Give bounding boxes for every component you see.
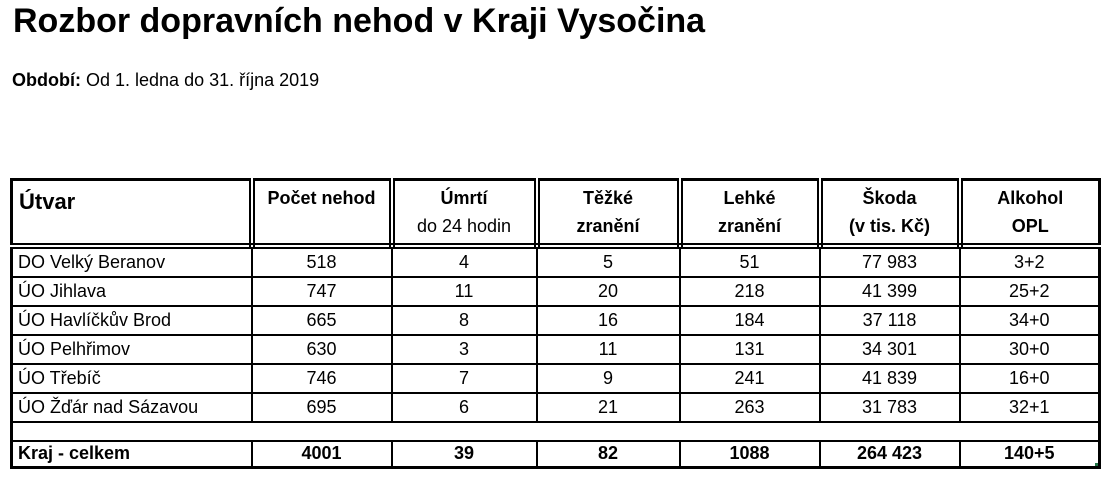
column-header-label: Počet nehod xyxy=(267,188,376,208)
cell-skoda[interactable]: 77 983 xyxy=(818,244,961,278)
column-header-sublabel: (v tis. Kč) xyxy=(848,215,931,236)
column-header-sublabel: OPL xyxy=(1011,215,1049,236)
total-cell-lehke[interactable]: 1088 xyxy=(678,439,821,469)
table-row: ÚO Pelhřimov 630 3 11 131 34 301 30+0 xyxy=(10,333,1101,365)
total-cell-pocet-nehod[interactable]: 4001 xyxy=(250,439,393,469)
cell-lehke[interactable]: 51 xyxy=(678,244,821,278)
total-cell-tezke[interactable]: 82 xyxy=(535,439,681,469)
cell-utvar[interactable]: ÚO Pelhřimov xyxy=(10,333,253,365)
cell-pocet-nehod[interactable]: 630 xyxy=(250,333,393,365)
total-row: Kraj - celkem 4001 39 82 1088 264 423 14… xyxy=(10,439,1101,469)
cell-alkohol[interactable]: 25+2 xyxy=(958,275,1101,307)
column-header-label: Úmrtí xyxy=(440,188,488,208)
total-cell-skoda[interactable]: 264 423 xyxy=(818,439,961,469)
cell-lehke[interactable]: 241 xyxy=(678,362,821,394)
fill-handle[interactable] xyxy=(1094,461,1098,466)
cell-lehke[interactable]: 131 xyxy=(678,333,821,365)
cell-umrti[interactable]: 6 xyxy=(390,391,538,423)
cell-tezke[interactable]: 16 xyxy=(535,304,681,336)
cell-alkohol[interactable]: 32+1 xyxy=(958,391,1101,423)
cell-tezke[interactable]: 9 xyxy=(535,362,681,394)
cell-pocet-nehod[interactable]: 518 xyxy=(250,244,393,278)
cell-alkohol[interactable]: 34+0 xyxy=(958,304,1101,336)
table-row: ÚO Havlíčkův Brod 665 8 16 184 37 118 34… xyxy=(10,304,1101,336)
cell-umrti[interactable]: 7 xyxy=(390,362,538,394)
cell-lehke[interactable]: 263 xyxy=(678,391,821,423)
cell-skoda[interactable]: 41 399 xyxy=(818,275,961,307)
table-row: ÚO Žďár nad Sázavou 695 6 21 263 31 783 … xyxy=(10,391,1101,423)
cell-skoda[interactable]: 31 783 xyxy=(818,391,961,423)
table-row: ÚO Jihlava 747 11 20 218 41 399 25+2 xyxy=(10,275,1101,307)
cell-pocet-nehod[interactable]: 746 xyxy=(250,362,393,394)
spacer-cell[interactable] xyxy=(11,420,1100,442)
cell-utvar[interactable]: ÚO Havlíčkův Brod xyxy=(10,304,253,336)
column-header-tezke-zraneni[interactable]: Těžké zranění xyxy=(536,179,683,249)
cell-skoda[interactable]: 37 118 xyxy=(818,304,961,336)
cell-tezke[interactable]: 20 xyxy=(535,275,681,307)
column-header-sublabel: zranění xyxy=(576,215,640,236)
cell-alkohol[interactable]: 30+0 xyxy=(958,333,1101,365)
column-header-label: Útvar xyxy=(19,189,76,214)
header-row: Útvar Počet nehod Úmrtí do 24 hodin Těžk… xyxy=(11,179,1100,249)
period-value: Od 1. ledna do 31. října 2019 xyxy=(86,70,320,90)
cell-tezke[interactable]: 11 xyxy=(535,333,681,365)
cell-skoda[interactable]: 41 839 xyxy=(818,362,961,394)
cell-utvar[interactable]: ÚO Třebíč xyxy=(10,362,253,394)
cell-pocet-nehod[interactable]: 665 xyxy=(250,304,393,336)
cell-utvar[interactable]: ÚO Jihlava xyxy=(10,275,253,307)
page-title: Rozbor dopravních nehod v Kraji Vysočina xyxy=(13,2,706,40)
accidents-table: Útvar Počet nehod Úmrtí do 24 hodin Těžk… xyxy=(10,178,1101,469)
cell-umrti[interactable]: 3 xyxy=(390,333,538,365)
column-header-sublabel: zranění xyxy=(717,215,782,236)
column-header-pocet-nehod[interactable]: Počet nehod xyxy=(251,179,395,249)
table-row: ÚO Třebíč 746 7 9 241 41 839 16+0 xyxy=(10,362,1101,394)
cell-lehke[interactable]: 218 xyxy=(678,275,821,307)
spacer-row xyxy=(11,420,1100,442)
column-header-label: Těžké xyxy=(582,188,634,208)
column-header-label: Lehké xyxy=(723,188,776,208)
selected-cell-alkohol-total[interactable]: 140+5 xyxy=(958,439,1101,469)
cell-pocet-nehod[interactable]: 747 xyxy=(250,275,393,307)
cell-umrti[interactable]: 8 xyxy=(390,304,538,336)
column-header-sublabel: do 24 hodin xyxy=(416,215,512,236)
cell-utvar[interactable]: ÚO Žďár nad Sázavou xyxy=(10,391,253,423)
cell-skoda[interactable]: 34 301 xyxy=(818,333,961,365)
total-cell-utvar[interactable]: Kraj - celkem xyxy=(10,439,253,469)
cell-tezke[interactable]: 21 xyxy=(535,391,681,423)
total-cell-value: 140+5 xyxy=(1003,443,1055,464)
cell-utvar[interactable]: DO Velký Beranov xyxy=(10,244,253,278)
column-header-label: Alkohol xyxy=(997,188,1064,208)
cell-pocet-nehod[interactable]: 695 xyxy=(250,391,393,423)
cell-alkohol[interactable]: 3+2 xyxy=(958,244,1101,278)
accidents-table-container: Útvar Počet nehod Úmrtí do 24 hodin Těžk… xyxy=(10,178,1101,469)
column-header-lehke-zraneni[interactable]: Lehké zranění xyxy=(679,179,823,249)
total-cell-umrti[interactable]: 39 xyxy=(390,439,538,469)
cell-alkohol[interactable]: 16+0 xyxy=(958,362,1101,394)
column-header-umrti[interactable]: Úmrtí do 24 hodin xyxy=(391,179,540,249)
column-header-skoda[interactable]: Škoda (v tis. Kč) xyxy=(819,179,963,249)
column-header-alkohol[interactable]: Alkohol OPL xyxy=(959,179,1100,249)
cell-tezke[interactable]: 5 xyxy=(535,244,681,278)
table-row: DO Velký Beranov 518 4 5 51 77 983 3+2 xyxy=(10,244,1101,278)
column-header-utvar[interactable]: Útvar xyxy=(11,179,255,249)
period-line: Období: Od 1. ledna do 31. října 2019 xyxy=(12,70,319,91)
column-header-label: Škoda xyxy=(862,188,917,208)
period-label: Období: xyxy=(12,70,81,90)
cell-umrti[interactable]: 11 xyxy=(390,275,538,307)
cell-lehke[interactable]: 184 xyxy=(678,304,821,336)
cell-umrti[interactable]: 4 xyxy=(390,244,538,278)
